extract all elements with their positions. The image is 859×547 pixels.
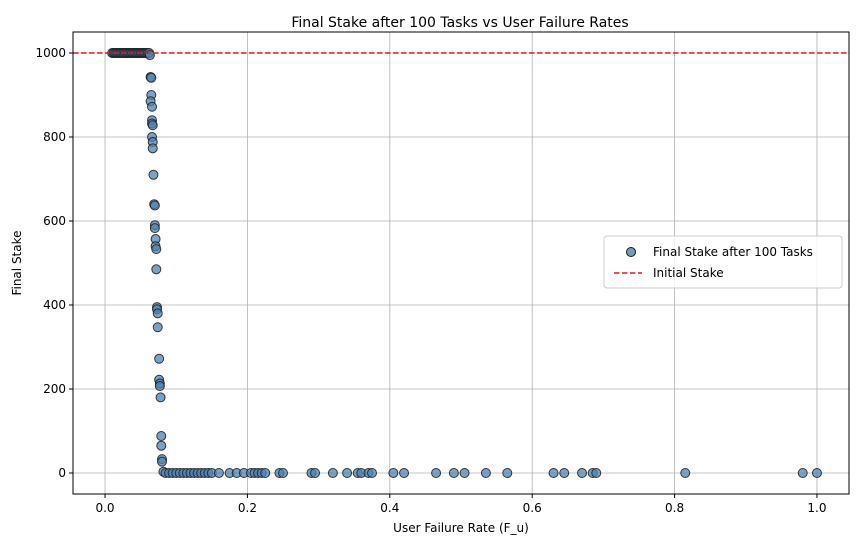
x-axis-ticks: 0.0 0.2 0.4 0.6 0.8 1.0: [95, 494, 827, 515]
chart-title: Final Stake after 100 Tasks vs User Fail…: [291, 15, 628, 31]
data-point: [548, 468, 559, 478]
data-point: [151, 264, 162, 275]
y-tick-label: 1000: [35, 46, 66, 60]
data-point: [680, 468, 691, 478]
legend-label-scatter: Final Stake after 100 Tasks: [653, 245, 813, 259]
data-point: [147, 101, 158, 112]
data-point: [156, 456, 167, 467]
data-point: [480, 468, 491, 478]
y-axis-ticks: 0 200 400 600 800 1000: [35, 46, 73, 480]
data-point: [156, 431, 167, 442]
y-axis-label: Final Stake: [10, 230, 24, 295]
data-point: [559, 468, 570, 478]
x-tick-label: 1.0: [807, 501, 826, 515]
y-tick-label: 400: [43, 298, 66, 312]
data-point: [310, 468, 321, 478]
data-point: [154, 353, 165, 364]
y-tick-label: 0: [58, 466, 66, 480]
x-axis-label: User Failure Rate (F_u): [393, 521, 529, 535]
data-point: [327, 468, 338, 478]
data-point: [591, 468, 602, 478]
data-point: [151, 244, 162, 255]
legend-marker-scatter: [626, 247, 636, 257]
y-tick-label: 200: [43, 382, 66, 396]
data-point: [148, 169, 159, 180]
data-point: [431, 468, 442, 478]
data-point: [155, 392, 166, 403]
data-point: [448, 468, 459, 478]
data-point: [144, 50, 155, 61]
data-point: [577, 468, 588, 478]
data-point: [342, 468, 353, 478]
data-point: [149, 223, 160, 234]
y-tick-label: 600: [43, 214, 66, 228]
data-point: [367, 468, 378, 478]
data-point: [399, 468, 410, 478]
plot-area-frame: [72, 31, 850, 495]
x-tick-label: 0.6: [523, 501, 542, 515]
data-point: [149, 200, 160, 211]
legend-box: [603, 235, 843, 289]
data-point: [797, 468, 808, 478]
y-tick-label: 800: [43, 130, 66, 144]
data-point: [213, 468, 224, 478]
data-point: [502, 468, 513, 478]
data-point: [388, 468, 399, 478]
data-points: [107, 48, 822, 478]
x-tick-label: 0.0: [95, 501, 114, 515]
legend-label-initial-stake: Initial Stake: [653, 266, 724, 280]
data-point: [156, 440, 167, 451]
data-point: [811, 468, 822, 478]
data-point: [147, 120, 158, 131]
legend: Final Stake after 100 Tasks Initial Stak…: [603, 235, 843, 289]
grid: [73, 32, 849, 494]
data-point: [147, 143, 158, 154]
data-point: [154, 381, 165, 392]
data-point: [459, 468, 470, 478]
data-point: [260, 468, 271, 478]
data-point: [146, 72, 157, 83]
x-tick-label: 0.8: [665, 501, 684, 515]
x-tick-label: 0.2: [238, 501, 257, 515]
data-point: [278, 468, 289, 478]
data-point: [152, 322, 163, 333]
x-tick-label: 0.4: [380, 501, 399, 515]
data-point: [152, 308, 163, 319]
